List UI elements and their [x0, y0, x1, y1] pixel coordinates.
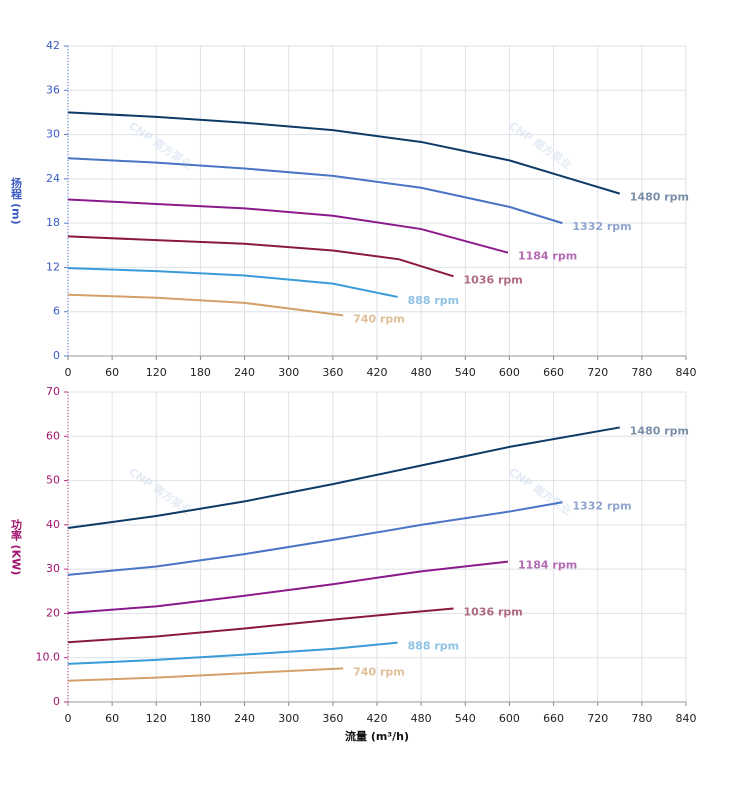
line-label: 888 rpm: [408, 294, 460, 307]
line: [67, 560, 509, 614]
x-tick-label: 840: [676, 712, 697, 725]
x-tick-label: 720: [587, 366, 608, 379]
x-tick-label: 120: [146, 712, 167, 725]
line-label: 740 rpm: [353, 312, 405, 325]
x-tick-label: 0: [65, 366, 72, 379]
x-tick-label: 660: [543, 366, 564, 379]
y-axis-title: 功率 (KW): [10, 517, 23, 575]
x-tick-label: 240: [234, 712, 255, 725]
line-label: 888 rpm: [408, 640, 460, 653]
line-label: 1036 rpm: [464, 273, 523, 286]
x-tick-label: 720: [587, 712, 608, 725]
y-axis-title: 扬程 (m): [10, 176, 23, 225]
x-tick-label: 180: [190, 366, 211, 379]
x-tick-label: 300: [278, 712, 299, 725]
line-label: 1184 rpm: [518, 250, 577, 263]
line: [67, 607, 454, 644]
x-tick-label: 180: [190, 712, 211, 725]
y-tick-label: 42: [46, 39, 60, 52]
line-label: 1036 rpm: [464, 606, 523, 619]
line: [67, 235, 454, 278]
y-tick-label: 40: [46, 518, 60, 531]
x-tick-label: 480: [411, 712, 432, 725]
x-tick-label: 360: [322, 366, 343, 379]
line: [67, 293, 344, 317]
y-tick-label: 6: [53, 305, 60, 318]
x-tick-label: 300: [278, 366, 299, 379]
line-label: 1184 rpm: [518, 559, 577, 572]
line: [67, 157, 563, 225]
y-tick-label: 50: [46, 474, 60, 487]
x-tick-label: 360: [322, 712, 343, 725]
x-tick-label: 420: [367, 366, 388, 379]
y-tick-label: 0: [53, 349, 60, 362]
line: [67, 198, 509, 254]
y-tick-label: 10.0: [36, 651, 61, 664]
x-tick-label: 60: [105, 366, 119, 379]
x-axis-title: 流量 (m³/h): [345, 729, 409, 743]
line-label: 1332 rpm: [572, 499, 631, 512]
y-tick-label: 36: [46, 83, 60, 96]
y-tick-label: 20: [46, 606, 60, 619]
y-tick-label: 0: [53, 695, 60, 708]
y-tick-label: 70: [46, 385, 60, 398]
x-tick-label: 540: [455, 366, 476, 379]
y-tick-label: 60: [46, 429, 60, 442]
x-tick-label: 780: [631, 366, 652, 379]
y-tick-label: 24: [46, 172, 60, 185]
line: [67, 667, 344, 682]
x-tick-label: 420: [367, 712, 388, 725]
y-tick-label: 30: [46, 128, 60, 141]
line: [67, 426, 620, 529]
x-tick-label: 60: [105, 712, 119, 725]
line-label: 740 rpm: [353, 665, 405, 678]
x-tick-label: 240: [234, 366, 255, 379]
y-tick-label: 12: [46, 260, 60, 273]
line-label: 1332 rpm: [572, 220, 631, 233]
x-tick-label: 0: [65, 712, 72, 725]
line: [67, 501, 563, 576]
x-tick-label: 780: [631, 712, 652, 725]
y-tick-label: 18: [46, 216, 60, 229]
line-label: 1480 rpm: [630, 191, 689, 204]
x-tick-label: 540: [455, 712, 476, 725]
x-tick-label: 840: [676, 366, 697, 379]
x-tick-label: 480: [411, 366, 432, 379]
line: [67, 111, 621, 195]
x-tick-label: 660: [543, 712, 564, 725]
line: [67, 641, 398, 665]
x-tick-label: 600: [499, 366, 520, 379]
y-tick-label: 30: [46, 562, 60, 575]
watermark: CNP 南方泵业: [127, 464, 195, 517]
x-tick-label: 120: [146, 366, 167, 379]
line: [67, 267, 398, 298]
watermark: CNP 南方泵业: [507, 118, 575, 171]
line-label: 1480 rpm: [630, 424, 689, 437]
x-tick-label: 600: [499, 712, 520, 725]
